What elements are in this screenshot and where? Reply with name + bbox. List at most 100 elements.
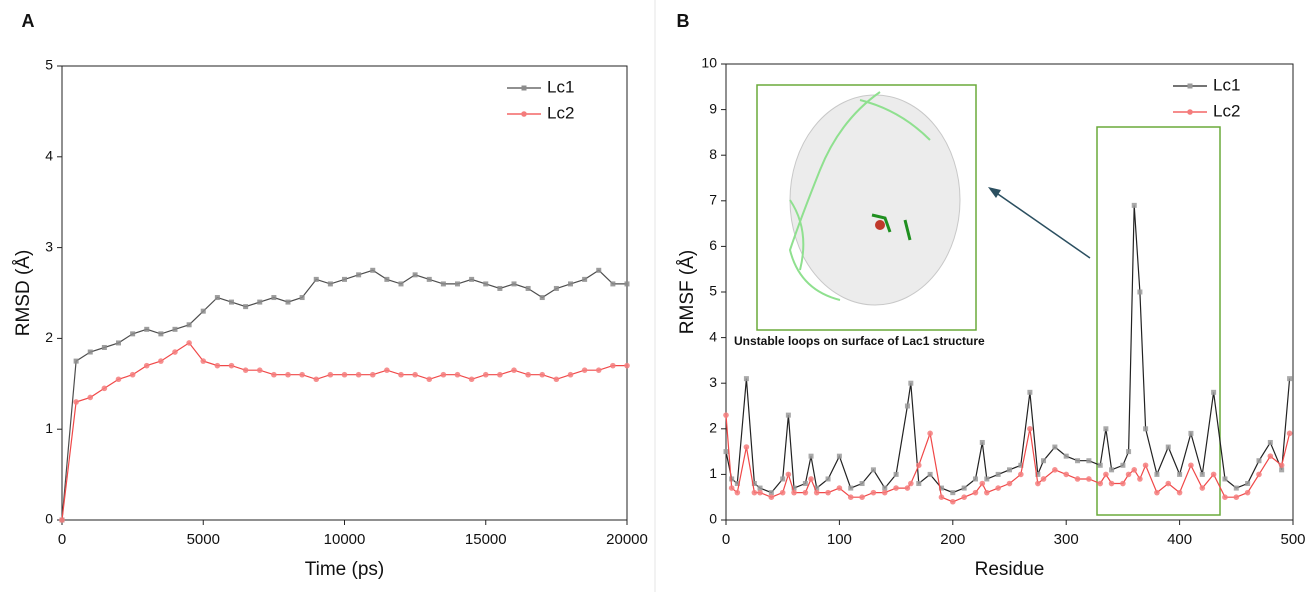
active-site — [875, 220, 885, 230]
marker — [859, 481, 865, 487]
marker — [568, 281, 573, 287]
marker — [802, 481, 808, 487]
marker — [791, 489, 797, 496]
y-axis-label: RMSF (Å) — [677, 250, 698, 334]
x-tick-label: 500 — [1280, 531, 1305, 548]
marker — [553, 376, 560, 383]
marker — [1211, 389, 1217, 395]
marker — [808, 453, 814, 459]
marker — [836, 485, 843, 491]
marker — [1154, 471, 1160, 477]
marker — [1165, 480, 1172, 487]
marker — [1018, 471, 1024, 478]
marker — [1063, 471, 1069, 478]
marker — [511, 367, 517, 373]
series-line — [61, 342, 627, 521]
x-tick-label: 5000 — [187, 531, 220, 548]
marker — [1245, 481, 1251, 487]
marker — [455, 281, 460, 287]
marker — [1126, 449, 1132, 455]
x-tick-label: 20000 — [606, 531, 648, 548]
x-tick-label: 15000 — [465, 531, 507, 548]
arrow-head — [988, 187, 1001, 198]
protein-surface — [789, 94, 961, 306]
x-tick-label: 0 — [58, 531, 66, 548]
marker — [116, 340, 121, 346]
ligand — [871, 213, 912, 241]
marker — [398, 371, 404, 378]
marker — [525, 371, 531, 378]
x-tick-label: 200 — [940, 531, 965, 548]
marker — [101, 344, 107, 350]
marker — [848, 485, 854, 491]
marker — [229, 299, 234, 305]
marker — [581, 367, 588, 373]
marker — [130, 331, 136, 337]
marker — [1176, 489, 1183, 496]
marker — [582, 276, 588, 282]
y-tick-label: 1 — [709, 465, 717, 481]
marker — [938, 485, 944, 491]
marker — [73, 399, 79, 405]
marker — [440, 281, 446, 287]
marker — [214, 362, 221, 369]
marker — [624, 362, 630, 369]
marker — [369, 371, 376, 378]
marker — [1199, 471, 1205, 477]
legend-marker — [521, 111, 527, 117]
x-axis-label: Time (ps) — [305, 559, 385, 580]
y-tick-label: 0 — [709, 511, 717, 527]
marker — [1125, 471, 1132, 478]
marker — [814, 485, 820, 491]
marker — [482, 371, 489, 378]
y-tick-label: 2 — [709, 420, 717, 436]
marker — [927, 471, 933, 477]
marker — [1154, 489, 1160, 496]
marker — [186, 322, 192, 328]
marker — [779, 489, 786, 496]
y-tick-label: 6 — [709, 237, 717, 253]
marker — [595, 367, 602, 373]
marker — [271, 295, 277, 301]
marker — [1103, 471, 1109, 478]
marker — [961, 494, 967, 501]
marker — [313, 376, 320, 383]
marker — [785, 471, 792, 478]
marker — [1103, 426, 1109, 432]
marker — [1142, 462, 1149, 469]
marker — [370, 267, 376, 273]
marker — [285, 299, 291, 305]
marker — [1120, 462, 1126, 468]
marker — [525, 285, 531, 291]
marker — [1131, 202, 1137, 208]
marker — [836, 453, 842, 459]
marker — [1222, 494, 1228, 501]
marker — [734, 489, 741, 496]
marker — [87, 394, 94, 401]
marker — [1086, 458, 1092, 464]
marker — [115, 376, 122, 383]
marker — [734, 481, 740, 487]
marker — [511, 281, 517, 287]
y-tick-label: 5 — [45, 57, 53, 73]
marker — [904, 403, 910, 409]
marker — [979, 439, 985, 445]
marker — [768, 490, 774, 496]
marker — [426, 376, 433, 383]
marker — [553, 285, 559, 291]
marker — [539, 371, 546, 378]
marker — [186, 340, 192, 346]
marker — [327, 371, 334, 378]
marker — [1279, 467, 1285, 473]
marker — [242, 367, 249, 373]
marker — [1165, 444, 1171, 450]
marker — [908, 380, 914, 386]
marker — [1256, 471, 1262, 478]
marker — [908, 480, 914, 487]
y-tick-label: 7 — [709, 192, 717, 208]
marker — [813, 489, 820, 496]
marker — [384, 276, 390, 282]
y-tick-label: 1 — [45, 420, 53, 436]
marker — [743, 444, 750, 450]
